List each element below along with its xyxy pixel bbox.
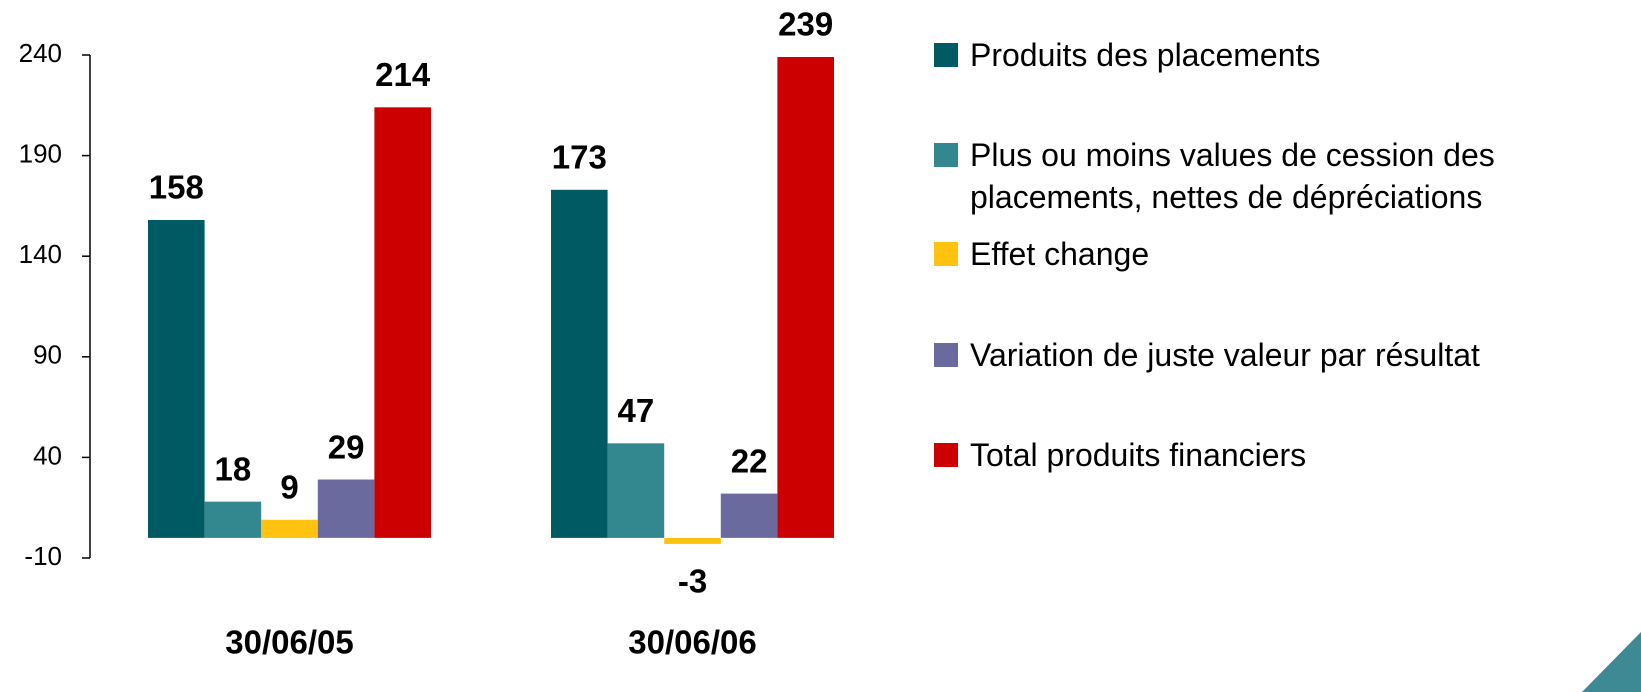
y-tick-label: 240 bbox=[19, 38, 62, 68]
legend-label: Produits des placements bbox=[970, 37, 1321, 73]
data-label: -3 bbox=[678, 563, 707, 600]
y-tick-label: 40 bbox=[33, 440, 62, 470]
bar bbox=[317, 479, 375, 538]
decoration bbox=[1582, 632, 1641, 692]
bar bbox=[148, 219, 205, 538]
legend-item: Plus ou moins values de cession des plac… bbox=[934, 134, 1636, 218]
data-label: 47 bbox=[618, 392, 655, 429]
x-tick-label: 30/06/05 bbox=[225, 624, 353, 661]
data-label: 158 bbox=[149, 169, 204, 206]
legend-swatch bbox=[934, 443, 958, 467]
data-label: 18 bbox=[215, 450, 252, 487]
legend-swatch bbox=[934, 43, 958, 67]
y-tick-label: 90 bbox=[33, 340, 62, 370]
legend-swatch bbox=[934, 343, 958, 367]
y-tick-label: -10 bbox=[24, 541, 62, 571]
bar bbox=[607, 443, 665, 538]
bar bbox=[777, 57, 834, 538]
y-tick-label: 190 bbox=[19, 138, 62, 168]
data-label: 29 bbox=[328, 428, 365, 465]
data-label: 214 bbox=[375, 56, 431, 93]
data-label: 22 bbox=[731, 442, 768, 479]
bar bbox=[720, 493, 778, 538]
data-label: 9 bbox=[280, 468, 298, 505]
legend-item: Total produits financiers bbox=[934, 434, 1636, 476]
data-label: 239 bbox=[778, 6, 833, 43]
y-tick-label: 140 bbox=[19, 239, 62, 269]
legend-item: Produits des placements bbox=[934, 34, 1636, 76]
legend-label: Total produits financiers bbox=[970, 437, 1307, 473]
legend-swatch bbox=[934, 143, 958, 167]
legend-label: Effet change bbox=[970, 236, 1150, 272]
bar bbox=[551, 189, 608, 538]
data-label: 173 bbox=[552, 139, 607, 176]
bar bbox=[664, 537, 721, 544]
bar bbox=[374, 107, 431, 538]
legend-swatch bbox=[934, 242, 958, 266]
bar bbox=[261, 519, 318, 538]
legend-label: Variation de juste valeur par résultat bbox=[970, 337, 1480, 373]
x-tick-label: 30/06/06 bbox=[628, 624, 756, 661]
bar bbox=[204, 501, 262, 538]
legend-item: Variation de juste valeur par résultat bbox=[934, 334, 1636, 376]
legend-label: Plus ou moins values de cession des plac… bbox=[970, 137, 1495, 215]
legend-item: Effet change bbox=[934, 233, 1636, 275]
